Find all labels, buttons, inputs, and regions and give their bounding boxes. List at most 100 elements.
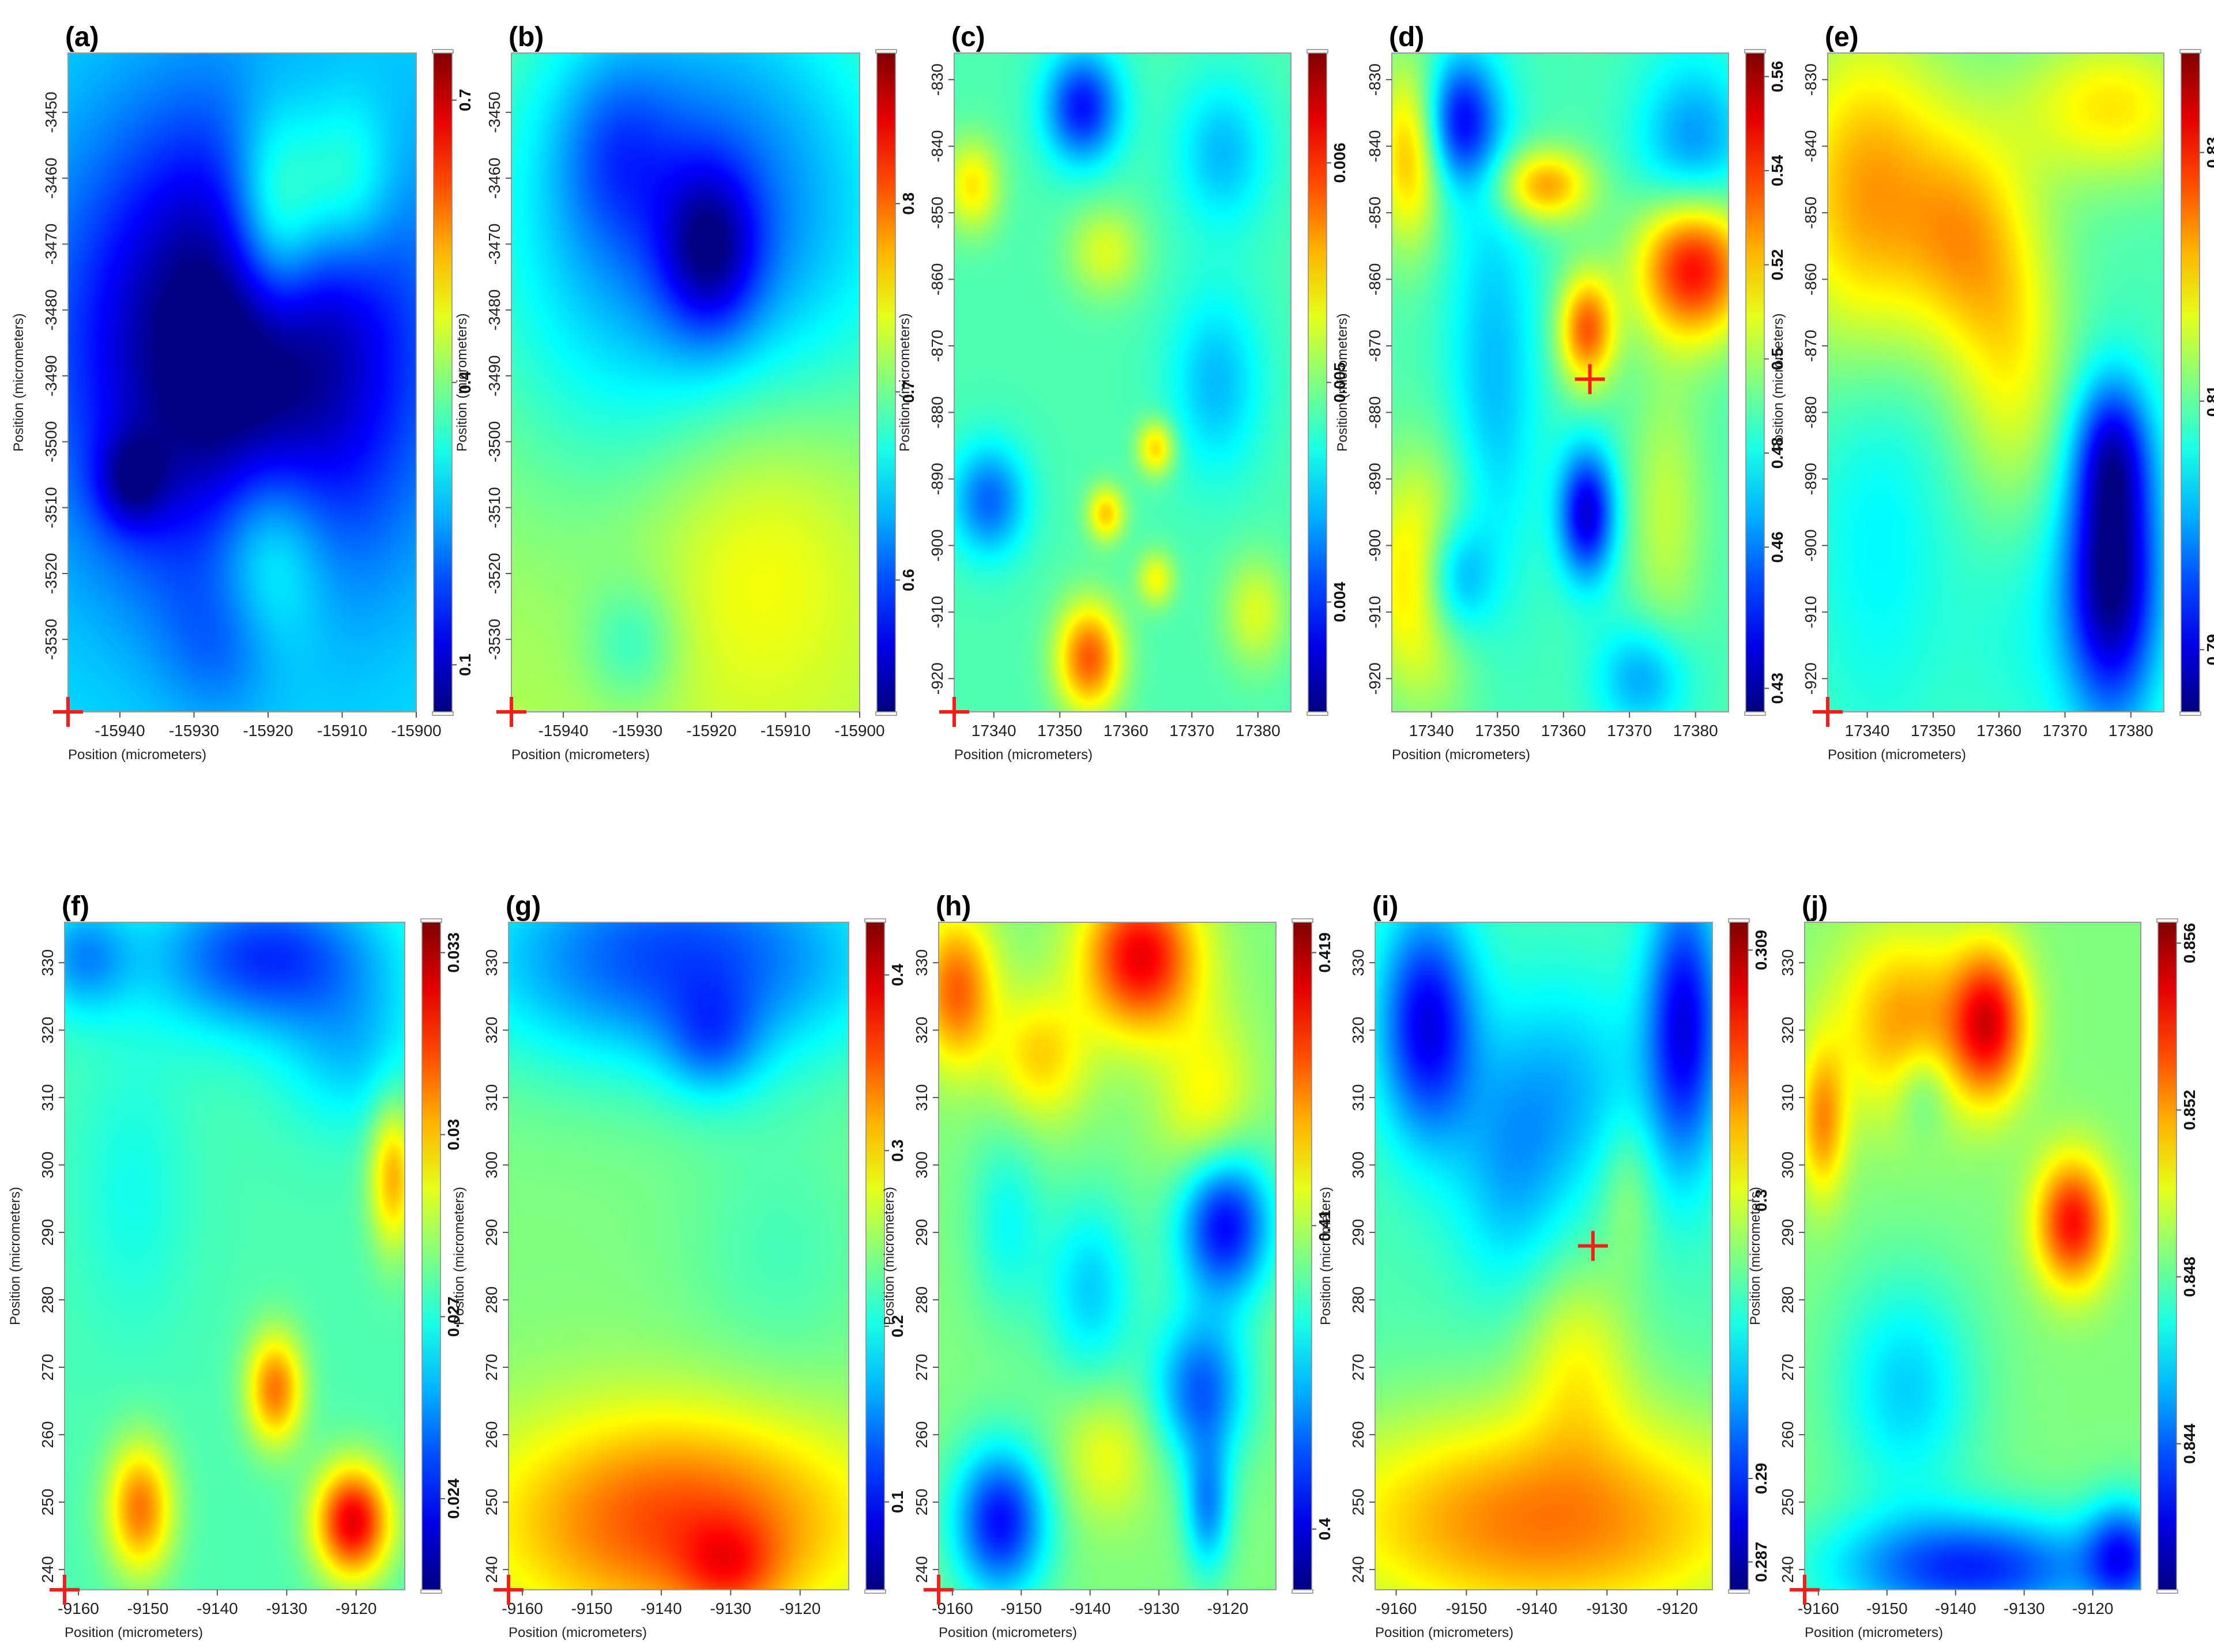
colorbar	[433, 52, 453, 712]
x-axis-label: Position (micrometers)	[68, 747, 206, 763]
y-tick-label: 310	[1779, 1084, 1797, 1111]
heatmap-image	[1375, 922, 1712, 1590]
colorbar-cap-top	[2179, 49, 2201, 54]
colorbar-cap-bottom	[1744, 711, 1766, 716]
y-tick-label: 260	[913, 1421, 931, 1449]
y-tick-label: -870	[1366, 330, 1384, 362]
y-tick-label: 290	[913, 1219, 931, 1246]
x-tick-label: 17360	[1976, 722, 2021, 740]
colorbar-tick-label: 0.024	[445, 1478, 462, 1519]
y-tick-label: -830	[1802, 63, 1820, 96]
colorbar-tick-label: 0.81	[2204, 386, 2214, 417]
y-tick-label: -3500	[42, 421, 60, 463]
x-tick-label: 17340	[972, 722, 1016, 740]
y-tick-label: 280	[1779, 1287, 1797, 1314]
x-tick-label: 17380	[1236, 722, 1281, 740]
y-axis-label: Position (micrometers)	[7, 1187, 23, 1325]
y-tick-label: -3490	[42, 355, 60, 397]
y-tick-label: -880	[928, 396, 946, 428]
colorbar-tick-label: 0.52	[1768, 249, 1786, 281]
colorbar-tick-label: 0.03	[445, 1119, 462, 1151]
y-tick-label: -870	[1802, 330, 1820, 362]
y-tick-label: 300	[483, 1152, 500, 1179]
panel-label: (j)	[1802, 891, 1828, 922]
colorbar-tick-label: 0.5	[1768, 348, 1786, 370]
x-tick-label: -9140	[641, 1600, 682, 1617]
colorbar-cap-bottom	[1306, 711, 1328, 716]
x-tick-label: -9120	[780, 1600, 821, 1617]
x-tick-label: -15910	[760, 722, 811, 740]
heatmap-image	[954, 53, 1291, 712]
colorbar-tick-label: 0.43	[1768, 673, 1786, 704]
y-tick-label: 320	[913, 1017, 931, 1044]
colorbar-cap-top	[432, 49, 454, 54]
colorbar-tick-label: 0.006	[1331, 142, 1349, 183]
x-tick-label: -15920	[686, 722, 736, 740]
plot-frame	[508, 922, 849, 1590]
y-tick-label: -900	[1802, 529, 1820, 561]
y-tick-label: 330	[1349, 949, 1367, 976]
x-axis-label: Position (micrometers)	[939, 1625, 1077, 1640]
y-tick-label: 250	[1779, 1489, 1797, 1516]
colorbar-cap-bottom	[2179, 711, 2201, 716]
panel-label: (a)	[65, 22, 99, 52]
y-tick-label: -3450	[485, 92, 503, 133]
y-tick-label: -830	[928, 63, 946, 96]
y-tick-label: -880	[1366, 396, 1384, 428]
x-tick-label: 17380	[1673, 722, 1718, 740]
colorbar-tick-label: 0.852	[2181, 1090, 2198, 1130]
y-tick-label: -840	[1802, 130, 1820, 163]
y-tick-label: -900	[1366, 529, 1384, 561]
y-tick-label: -3500	[485, 421, 503, 463]
x-axis-label: Position (micrometers)	[1805, 1625, 1943, 1640]
y-tick-label: -910	[1802, 596, 1820, 628]
y-tick-label: 330	[913, 949, 931, 976]
y-tick-label: 320	[1349, 1017, 1367, 1044]
colorbar-cap-bottom	[875, 711, 897, 716]
y-tick-label: 320	[483, 1017, 500, 1044]
origin-cross-marker	[50, 1575, 80, 1605]
heatmap-panel-a: (a) -15940 -15930 -15920 -15910 -15900 -3450 -3…	[11, 22, 474, 763]
y-tick-label: -900	[928, 529, 946, 561]
colorbar-tick-label: 0.3	[1752, 1189, 1770, 1212]
colorbar-cap-top	[1744, 49, 1766, 54]
colorbar-tick-label: 0.7	[899, 380, 917, 403]
y-axis-label: Position (micrometers)	[1771, 313, 1786, 451]
plot-frame	[64, 922, 405, 1590]
heatmap-panel-c: (c) 17340 17350 17360 17370 17380 -830 -840 -850…	[897, 22, 1349, 763]
origin-cross-marker	[53, 697, 83, 727]
heatmap-image	[65, 922, 405, 1590]
y-tick-label: 260	[39, 1421, 57, 1449]
x-tick-label: -15920	[243, 722, 293, 740]
colorbar-tick-label: 0.004	[1331, 582, 1349, 622]
heatmap-image	[509, 922, 849, 1590]
heatmap-panel-i: (i) -9160 -9150 -9140 -9130 -9120 240 250 260 270…	[1318, 891, 1770, 1640]
colorbar-tick-label: 0.309	[1752, 930, 1770, 970]
position-cross-marker	[1577, 1231, 1608, 1261]
y-tick-label: 270	[39, 1354, 57, 1381]
y-tick-label: -3490	[485, 355, 503, 397]
colorbar-tick-label: 0.1	[456, 654, 474, 676]
colorbar	[876, 52, 896, 712]
colorbar-tick-label: 0.033	[445, 933, 462, 973]
colorbar-tick-label: 0.005	[1331, 362, 1349, 402]
y-tick-label: 290	[1349, 1219, 1367, 1246]
colorbar-tick-label: 0.287	[1752, 1542, 1770, 1582]
colorbar-tick-label: 0.4	[456, 371, 474, 394]
y-tick-label: -830	[1366, 63, 1384, 96]
y-tick-label: -840	[1366, 130, 1384, 163]
heatmap-image	[939, 922, 1276, 1590]
colorbar	[1308, 52, 1327, 712]
y-tick-label: -890	[1802, 463, 1820, 495]
x-tick-label: -15930	[169, 722, 219, 740]
colorbar-cap-top	[875, 49, 897, 54]
y-tick-label: 300	[913, 1152, 931, 1179]
y-tick-label: 320	[39, 1017, 57, 1044]
y-tick-label: -3470	[485, 224, 503, 265]
heatmap-panel-g: (g)-9160 -9150 -9140 -9130 -9120240250260270…	[451, 891, 906, 1640]
y-tick-label: -3510	[42, 487, 60, 529]
colorbar-tick-label: 0.56	[1768, 61, 1786, 93]
y-tick-label: -3530	[485, 618, 503, 660]
y-tick-label: 240	[913, 1556, 931, 1583]
colorbar-tick-label: 0.79	[2204, 634, 2214, 666]
